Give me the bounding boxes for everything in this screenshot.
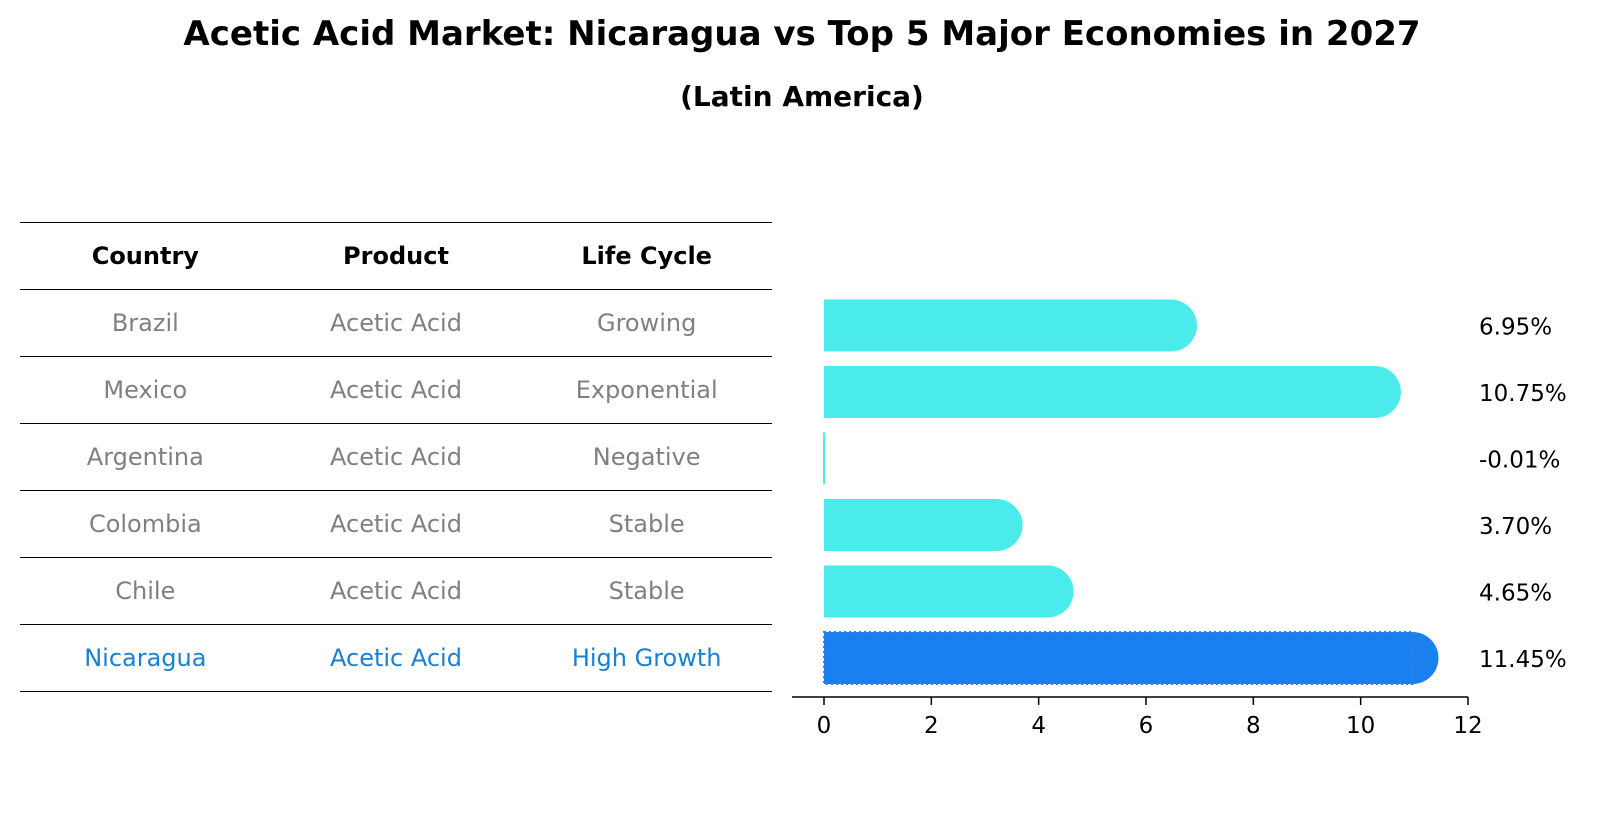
- table-row: Mexico Acetic Acid Exponential: [20, 356, 772, 424]
- product-cell: Acetic Acid: [270, 356, 522, 424]
- x-tick-label: 6: [1139, 713, 1154, 739]
- table-row: Chile Acetic Acid Stable: [20, 557, 772, 625]
- x-tick-label: 8: [1246, 713, 1261, 739]
- life-cycle-cell: Stable: [521, 557, 772, 625]
- life-cycle-cell: Growing: [521, 289, 772, 357]
- bar-brazil: [824, 299, 1197, 352]
- bar-mexico: [824, 366, 1401, 418]
- product-cell: Acetic Acid: [270, 289, 522, 357]
- x-tick-label: 12: [1453, 713, 1482, 739]
- x-tick-label: 10: [1346, 713, 1375, 739]
- value-label: 10.75%: [1479, 381, 1567, 407]
- x-tick-label: 4: [1031, 713, 1046, 739]
- country-cell: Argentina: [20, 423, 271, 491]
- product-cell: Acetic Acid: [270, 624, 522, 692]
- table-row: Colombia Acetic Acid Stable: [20, 490, 772, 558]
- country-cell: Brazil: [20, 289, 271, 357]
- table-header-row: Country Product Life Cycle: [20, 222, 772, 290]
- chart-subtitle: (Latin America): [680, 80, 924, 113]
- product-cell: Acetic Acid: [270, 490, 522, 558]
- life-cycle-cell: Stable: [521, 490, 772, 558]
- column-header-life-cycle: Life Cycle: [521, 222, 772, 290]
- bar-colombia: [824, 499, 1023, 551]
- value-label: 11.45%: [1479, 647, 1567, 673]
- life-cycle-cell: High Growth: [521, 624, 772, 692]
- bar-nicaragua: [823, 631, 1439, 685]
- country-cell: Mexico: [20, 356, 271, 424]
- value-label: 4.65%: [1479, 581, 1552, 607]
- table-row: Brazil Acetic Acid Growing: [20, 289, 772, 357]
- value-label: -0.01%: [1479, 448, 1560, 474]
- country-cell: Colombia: [20, 490, 271, 558]
- x-tick-label: 0: [817, 713, 832, 739]
- country-cell: Chile: [20, 557, 271, 625]
- x-tick-label: 2: [924, 713, 939, 739]
- product-cell: Acetic Acid: [270, 557, 522, 625]
- life-cycle-cell: Exponential: [521, 356, 772, 424]
- value-label: 3.70%: [1479, 514, 1552, 540]
- column-header-country: Country: [20, 222, 271, 290]
- table-row: Argentina Acetic Acid Negative: [20, 423, 772, 491]
- chart-title: Acetic Acid Market: Nicaragua vs Top 5 M…: [183, 14, 1421, 54]
- value-label: 6.95%: [1479, 315, 1552, 341]
- life-cycle-cell: Negative: [521, 423, 772, 491]
- column-header-product: Product: [270, 222, 522, 290]
- country-cell: Nicaragua: [20, 624, 271, 692]
- data-table: Country Product Life Cycle Brazil Acetic…: [20, 222, 772, 692]
- bar-argentina: [823, 432, 825, 485]
- bar-chile: [824, 565, 1074, 618]
- table-row-highlighted: Nicaragua Acetic Acid High Growth: [20, 624, 772, 692]
- product-cell: Acetic Acid: [270, 423, 522, 491]
